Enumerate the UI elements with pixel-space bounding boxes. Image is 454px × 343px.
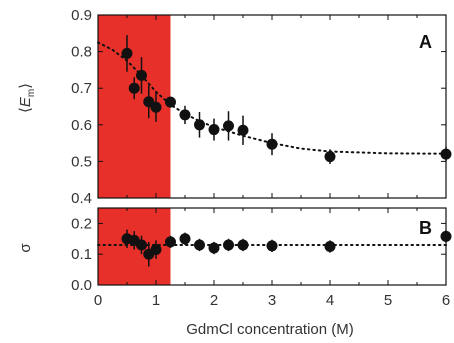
- fit-line-a: [97, 41, 447, 155]
- y-tick-label: 0.7: [71, 80, 92, 97]
- ticks-b: 0 1 2 3 4 5 6 0.0 0.1 0.2: [71, 208, 450, 309]
- y-axis-title-b: σ: [17, 243, 34, 253]
- y-tick-label: 0.2: [71, 215, 92, 232]
- data-point: [150, 244, 162, 256]
- data-point: [128, 82, 140, 94]
- data-point: [208, 242, 220, 254]
- y-tick-label: 0.1: [71, 246, 92, 263]
- x-tick-label: 0: [94, 292, 102, 309]
- y-tick-label: 0.8: [71, 44, 92, 61]
- data-points-b: [121, 229, 452, 267]
- x-tick-label: 2: [210, 292, 218, 309]
- fit-curve-a: [97, 41, 447, 155]
- data-point: [179, 109, 191, 121]
- data-point: [165, 96, 176, 108]
- data-point: [266, 138, 278, 150]
- x-tick-label: 3: [268, 292, 276, 309]
- ticks-a: 0.4 0.5 0.6 0.7 0.8 0.9: [71, 7, 447, 207]
- x-axis-title: GdmCl concentration (M): [186, 321, 354, 338]
- panel-label-a: A: [419, 32, 432, 52]
- data-point: [223, 120, 234, 132]
- y-tick-label: 0.4: [71, 190, 92, 207]
- data-point: [165, 236, 176, 248]
- data-point: [208, 124, 220, 136]
- data-point: [194, 119, 205, 131]
- y-tick-label: 0.0: [71, 277, 92, 294]
- x-tick-label: 5: [384, 292, 392, 309]
- data-point: [136, 69, 147, 81]
- y-axis-title-a: ⟨Em⟩: [17, 83, 37, 113]
- y-tick-label: 0.5: [71, 153, 92, 170]
- data-point: [324, 241, 336, 252]
- x-tick-label: 4: [326, 292, 334, 309]
- y-tick-label: 0.9: [71, 7, 92, 24]
- data-point: [324, 151, 336, 163]
- data-point: [266, 240, 278, 252]
- data-point: [150, 101, 162, 113]
- data-point: [179, 233, 191, 245]
- y-tick-label: 0.6: [71, 117, 92, 134]
- data-point: [237, 124, 249, 136]
- data-points-a: [121, 35, 452, 164]
- panel-a: 0.4 0.5 0.6 0.7 0.8 0.9 A: [71, 7, 452, 207]
- data-point: [223, 239, 234, 251]
- x-tick-label: 1: [152, 292, 160, 309]
- panel-label-b: B: [419, 218, 432, 238]
- data-point: [136, 239, 147, 251]
- x-tick-label: 6: [442, 292, 450, 309]
- panel-b: 0 1 2 3 4 5 6 0.0 0.1 0.2 B: [71, 207, 452, 309]
- data-point: [237, 239, 249, 251]
- data-point: [194, 239, 205, 251]
- data-point: [121, 47, 133, 59]
